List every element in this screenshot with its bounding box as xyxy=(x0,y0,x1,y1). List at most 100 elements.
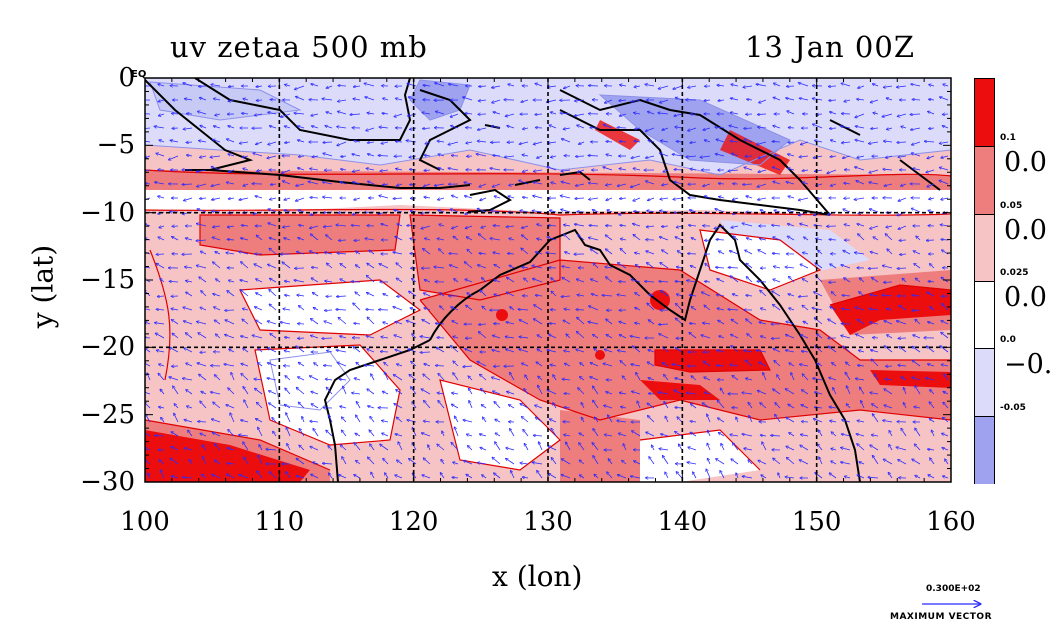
wind-vector xyxy=(912,295,921,296)
strong-positive-region xyxy=(595,350,605,360)
wind-vector xyxy=(659,324,669,325)
wind-vector xyxy=(871,128,879,129)
wind-vector xyxy=(659,281,669,282)
wind-vector xyxy=(285,85,291,86)
wind-vector xyxy=(228,154,235,157)
wind-vector xyxy=(311,114,319,116)
wind-vector xyxy=(439,224,445,226)
wind-vector xyxy=(533,279,543,283)
wind-vector xyxy=(731,112,739,114)
wind-vector xyxy=(522,267,529,268)
wind-vector xyxy=(817,198,823,199)
wind-vector xyxy=(354,86,361,87)
wind-vector xyxy=(646,155,655,158)
wind-vector xyxy=(229,198,235,199)
wind-vector xyxy=(551,112,557,114)
wind-vector xyxy=(631,155,641,158)
wind-vector xyxy=(830,156,837,157)
wind-vector xyxy=(746,263,753,269)
wind-vector xyxy=(310,169,319,170)
wind-vector xyxy=(882,113,893,117)
wind-vector xyxy=(256,141,263,144)
wind-vector xyxy=(800,224,809,227)
wind-vector xyxy=(283,309,291,310)
wind-vector xyxy=(212,197,221,200)
wind-vector xyxy=(746,295,753,296)
wind-vector xyxy=(760,239,767,240)
negative-vorticity-region xyxy=(720,220,870,275)
wind-vector xyxy=(507,277,515,283)
wind-vector xyxy=(758,127,767,128)
wind-vector xyxy=(801,141,809,144)
wind-vector xyxy=(256,86,263,87)
wind-vector xyxy=(646,127,655,131)
wind-vector xyxy=(256,293,263,297)
wind-vector xyxy=(494,265,501,269)
wind-vector xyxy=(551,182,557,184)
vorticity-field xyxy=(145,78,951,482)
wind-vector xyxy=(786,182,795,185)
wind-vector xyxy=(267,155,277,158)
wind-vector xyxy=(618,183,627,186)
wind-vector xyxy=(714,225,725,229)
wind-vector xyxy=(634,113,641,114)
wind-vector xyxy=(438,198,445,200)
wind-vector xyxy=(647,263,655,269)
wind-vector xyxy=(506,113,515,116)
wind-vector xyxy=(424,155,431,156)
wind-vector xyxy=(788,196,795,198)
wind-vector xyxy=(830,128,837,129)
wind-vector xyxy=(229,86,235,87)
wind-vector xyxy=(367,293,375,297)
wind-vector xyxy=(914,251,921,255)
wind-vector xyxy=(757,281,767,282)
wind-vector xyxy=(449,253,459,254)
wind-vector xyxy=(408,113,417,116)
wind-vector xyxy=(940,168,949,171)
wind-vector xyxy=(478,141,487,142)
wind-vector xyxy=(869,169,879,173)
wind-vector xyxy=(560,113,571,114)
wind-vector xyxy=(479,86,487,87)
wind-vector xyxy=(662,184,669,185)
wind-vector xyxy=(631,99,641,102)
wind-vector xyxy=(884,141,893,142)
wind-vector xyxy=(423,249,431,255)
strong-positive-region xyxy=(145,430,310,482)
strong-positive-region xyxy=(595,120,640,150)
wind-vector xyxy=(757,141,767,145)
wind-vector xyxy=(603,167,613,171)
wind-vector xyxy=(840,126,851,129)
wind-vector xyxy=(482,306,487,311)
wind-vector xyxy=(575,198,585,199)
wind-vector xyxy=(241,238,249,241)
x-tick-label: 130 xyxy=(523,507,573,537)
wind-vector xyxy=(270,198,277,199)
wind-vector xyxy=(367,113,375,114)
x-tick-label: 150 xyxy=(791,507,842,537)
wind-vector xyxy=(773,237,781,241)
colorbar-big-label: 0.0 xyxy=(1004,147,1047,179)
wind-vector xyxy=(283,181,291,185)
wind-vector xyxy=(576,183,585,186)
wind-vector xyxy=(785,267,795,268)
wind-vector xyxy=(298,238,305,241)
wind-vector xyxy=(855,167,865,171)
wind-vector xyxy=(242,225,249,226)
wind-vector xyxy=(803,253,809,254)
wind-vector xyxy=(929,99,935,100)
wind-vector xyxy=(396,98,403,100)
wind-vector xyxy=(690,210,697,213)
wind-vector xyxy=(397,184,403,186)
wind-vector xyxy=(145,156,151,158)
wind-vector xyxy=(186,281,193,282)
wind-vector xyxy=(240,280,249,283)
wind-vector xyxy=(660,237,669,241)
wind-vector xyxy=(229,280,235,282)
wind-vector xyxy=(551,291,557,297)
wind-vector xyxy=(508,196,515,198)
wind-vector xyxy=(198,111,207,115)
wind-vector xyxy=(719,197,725,198)
wind-vector xyxy=(786,98,795,101)
